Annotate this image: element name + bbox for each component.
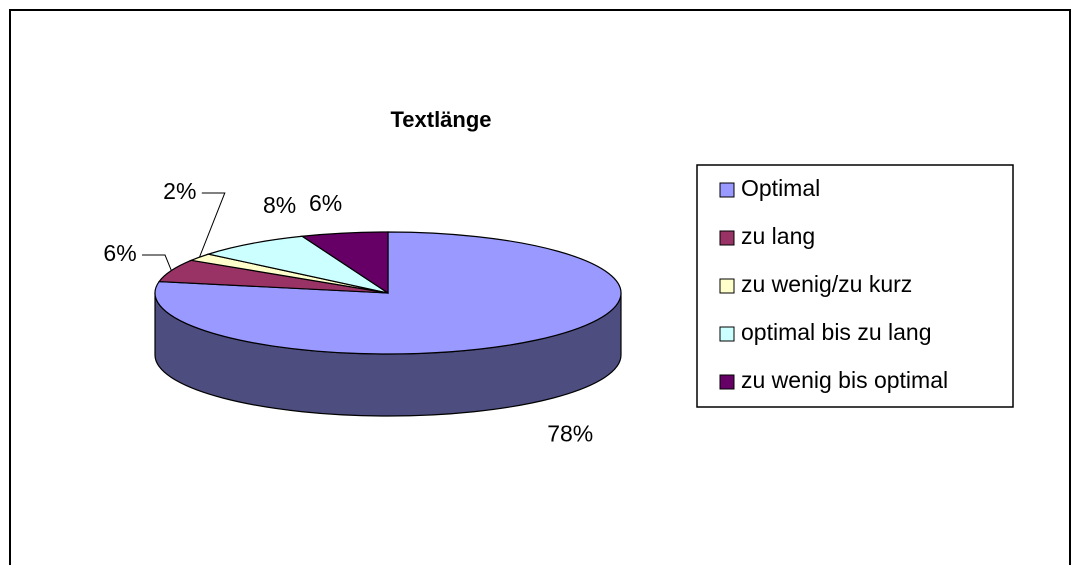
legend — [696, 164, 1014, 408]
legend-label: zu wenig bis optimal — [741, 367, 948, 393]
pie-slice — [206, 235, 389, 294]
chart-title: Textlänge — [390, 107, 491, 132]
data-label: 6% — [103, 240, 136, 266]
legend-label: optimal bis zu lang — [741, 319, 932, 345]
legend-swatch — [719, 374, 735, 390]
data-label: 6% — [309, 190, 342, 216]
legend-swatch — [719, 278, 735, 294]
legend-label: zu lang — [741, 223, 815, 249]
legend-label: Optimal — [741, 175, 820, 201]
legend-swatch — [719, 326, 735, 342]
leader-line — [199, 192, 226, 258]
legend-swatch — [719, 230, 735, 246]
data-label: 2% — [163, 178, 196, 204]
pie-slice — [300, 231, 389, 295]
data-label: 78% — [547, 420, 593, 446]
leader-line — [142, 254, 172, 271]
legend-label: zu wenig/zu kurz — [741, 271, 912, 297]
data-label: 8% — [263, 192, 296, 218]
legend-swatch — [719, 182, 735, 198]
